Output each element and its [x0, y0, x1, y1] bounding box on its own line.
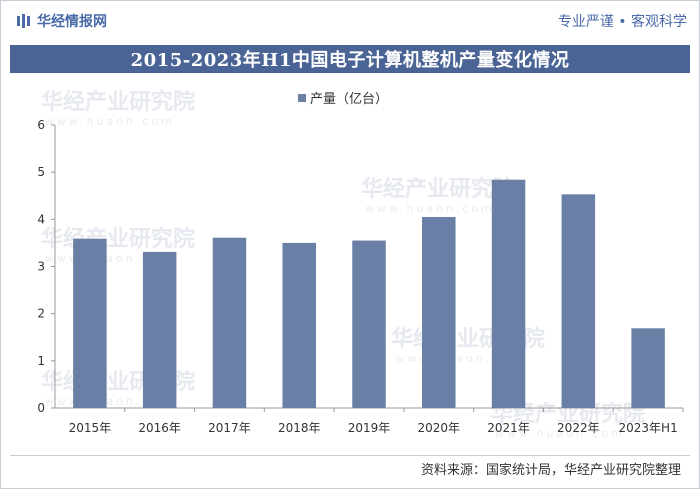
- x-tick-label: 2021年: [487, 421, 530, 435]
- brand: 华经情报网: [17, 11, 107, 31]
- x-tick-label: 2023年H1: [619, 421, 678, 435]
- x-tick-label: 2015年: [69, 421, 112, 435]
- x-tick-label: 2017年: [208, 421, 251, 435]
- watermark-url: www.huaon.com: [365, 202, 495, 215]
- slogan: 专业严谨 • 客观科学: [557, 14, 687, 30]
- x-tick-label: 2020年: [418, 421, 461, 435]
- x-tick-label: 2018年: [278, 421, 321, 435]
- legend-swatch: [298, 94, 306, 102]
- brand-logo-icon: [17, 14, 30, 28]
- y-tick-label: 2: [37, 307, 45, 321]
- top-bar: 华经情报网 专业严谨 • 客观科学: [1, 1, 699, 41]
- source-note: 资料来源：国家统计局，华经产业研究院整理: [420, 463, 681, 478]
- bar: [73, 238, 107, 408]
- bar: [631, 328, 665, 408]
- x-tick-label: 2016年: [138, 421, 181, 435]
- y-tick-label: 5: [37, 165, 45, 179]
- watermark-url: www.huaon.com: [45, 115, 175, 128]
- bar: [422, 216, 456, 408]
- y-tick-label: 1: [37, 354, 45, 368]
- y-tick-label: 3: [37, 260, 45, 274]
- y-tick-label: 0: [37, 401, 45, 415]
- watermark-url: www.huaon.com: [495, 427, 625, 440]
- watermark-text: 华经产业研究院: [361, 176, 515, 202]
- x-tick-label: 2019年: [348, 421, 391, 435]
- bar: [561, 194, 596, 408]
- bar: [352, 240, 386, 408]
- chart-title: 2015-2023年H1中国电子计算机整机产量变化情况: [130, 50, 570, 71]
- brand-name: 华经情报网: [37, 14, 107, 30]
- x-tick-label: 2022年: [557, 421, 600, 435]
- y-tick-label: 4: [37, 212, 45, 226]
- legend-label: 产量（亿台）: [310, 92, 388, 107]
- bar: [491, 179, 526, 408]
- divider: [10, 455, 690, 456]
- y-tick-label: 6: [37, 118, 45, 132]
- watermark-text: 华经产业研究院: [41, 89, 195, 115]
- bar: [142, 251, 177, 408]
- title-bar: 2015-2023年H1中国电子计算机整机产量变化情况: [10, 45, 690, 73]
- watermark-text: 华经产业研究院: [41, 226, 195, 252]
- bar: [212, 237, 247, 408]
- bar: [282, 242, 316, 408]
